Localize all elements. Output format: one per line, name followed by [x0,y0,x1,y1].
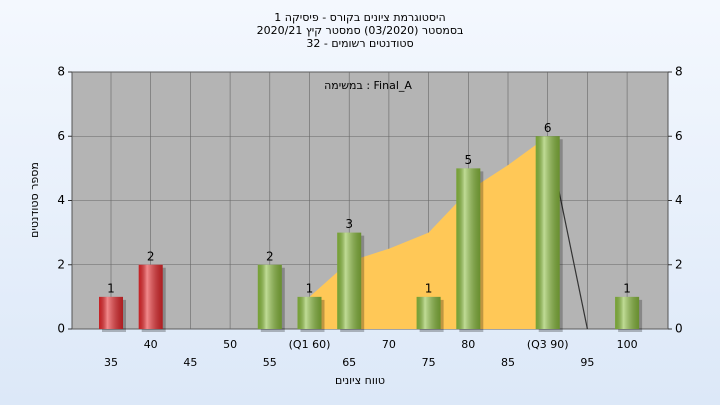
bar-shine [337,232,362,329]
bar-shine [257,264,282,329]
value-label: 5 [464,153,472,167]
y-tick-label: 2 [57,257,65,271]
x-tick-label: 45 [183,356,197,369]
x-tick-label: (Q1 60) [289,338,331,351]
x-tick-label: 40 [144,338,158,351]
bar-shine [138,264,163,329]
value-label: 1 [623,281,631,295]
x-tick-label: 80 [461,338,475,351]
value-label: 1 [425,281,433,295]
annotation: במשימה : Final_A [324,79,412,92]
bar-shine [99,296,123,329]
x-tick-label: 35 [104,356,118,369]
bar-shine [416,296,441,329]
y2-tick-label: 0 [675,322,683,336]
value-label: 1 [306,281,314,295]
bar-shine [615,296,640,329]
chart-subtitle: בסמסטר (03/2020) סמסטר קיץ 2020/21 [257,24,464,37]
y2-tick-label: 4 [675,193,683,207]
value-label: 2 [266,249,274,263]
x-axis-label: טווח ציונים [335,374,385,387]
y2-tick-label: 8 [675,65,683,79]
value-label: 1 [107,281,115,295]
x-tick-label: 50 [223,338,237,351]
y-axis-label: מספר סטודנטים [28,162,41,238]
area [309,136,548,329]
y2-tick-label: 6 [675,129,683,143]
value-label: 3 [345,217,353,231]
x-tick-label: 85 [501,356,515,369]
y-tick-label: 0 [57,322,65,336]
y-tick-label: 6 [57,129,65,143]
x-tick-label: 95 [580,356,594,369]
x-tick-label: 100 [617,338,638,351]
y-tick-label: 8 [57,65,65,79]
chart-title: היסטוגרמת ציונים בקורס - פיסיקה 1 [274,11,445,24]
bar-shine [297,296,322,329]
y2-tick-label: 2 [675,257,683,271]
x-tick-label: (Q3 90) [527,338,569,351]
value-label: 2 [147,249,155,263]
x-tick-label: 65 [342,356,356,369]
x-tick-label: 55 [263,356,277,369]
chart-subtitle: סטודנטים רשומים - 32 [306,37,413,50]
bar-shine [535,136,560,329]
x-tick-label: 75 [422,356,436,369]
y-tick-label: 4 [57,193,65,207]
bar-shine [456,168,481,329]
x-tick-label: 70 [382,338,396,351]
value-label: 6 [544,121,552,135]
